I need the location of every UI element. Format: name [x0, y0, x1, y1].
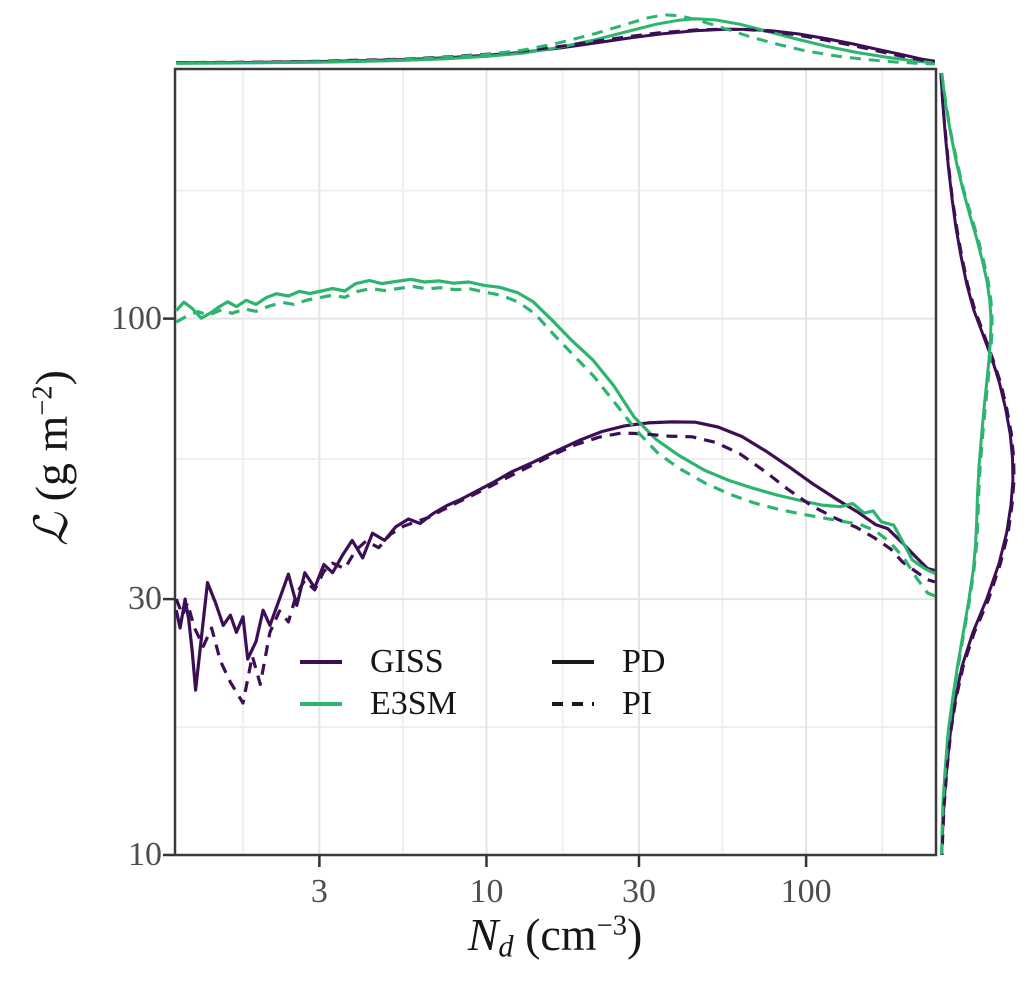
legend-item-e3sm: E3SM — [300, 683, 700, 725]
e3sm-line-swatch-icon — [300, 702, 342, 706]
y-axis-title: ℒ (g m−2) — [26, 370, 77, 546]
series-e3sm-pd — [175, 277, 936, 575]
x-axis-unit-close: ) — [626, 909, 643, 960]
x-tick-label-3: 3 — [310, 873, 328, 910]
x-tick-label-10: 10 — [469, 873, 504, 910]
series-giss-pi — [174, 431, 936, 705]
x-axis-title: Nd (cm−3) — [468, 912, 643, 962]
legend-scenarios: PD PI — [552, 641, 772, 725]
legend-label-pi: PI — [622, 685, 653, 722]
y-axis-variable: ℒ — [26, 512, 77, 546]
legend-label-e3sm: E3SM — [370, 685, 457, 722]
y-tick-label-10: 10 — [128, 836, 162, 873]
main-curves — [174, 277, 936, 705]
legend-item-giss: GISS — [300, 641, 700, 683]
x-axis-variable: N — [467, 909, 499, 960]
y-axis-exponent: −2 — [27, 385, 59, 416]
x-axis-unit-open: (cm — [513, 909, 597, 960]
x-axis-exponent: −3 — [596, 910, 627, 942]
x-tick-label-30: 30 — [621, 873, 656, 910]
legend-models: GISS E3SM — [300, 641, 700, 725]
pi-dashed-line-swatch-icon — [552, 702, 594, 706]
x-axis-subscript: d — [498, 929, 514, 964]
y-axis-unit-close: ) — [26, 370, 77, 386]
top-density-e3sm-pi — [176, 13, 935, 66]
y-tick-label-100: 100 — [111, 299, 162, 337]
y-axis-unit-open: (g m — [26, 415, 77, 513]
y-tick-label-30: 30 — [128, 580, 162, 618]
legend-label-giss: GISS — [370, 643, 444, 680]
top-density-e3sm-pd — [176, 17, 936, 65]
pd-solid-line-swatch-icon — [552, 660, 594, 664]
right-density-e3sm-pi — [940, 72, 994, 856]
legend-label-pd: PD — [622, 643, 666, 680]
x-tick-label-100: 100 — [780, 873, 832, 910]
giss-line-swatch-icon — [300, 660, 342, 664]
legend-item-pi: PI — [552, 683, 772, 725]
right-density-giss-pi — [939, 72, 1016, 856]
legend-item-pd: PD — [552, 641, 772, 683]
series-e3sm-pi — [175, 284, 936, 598]
series-giss-pd — [174, 420, 936, 692]
